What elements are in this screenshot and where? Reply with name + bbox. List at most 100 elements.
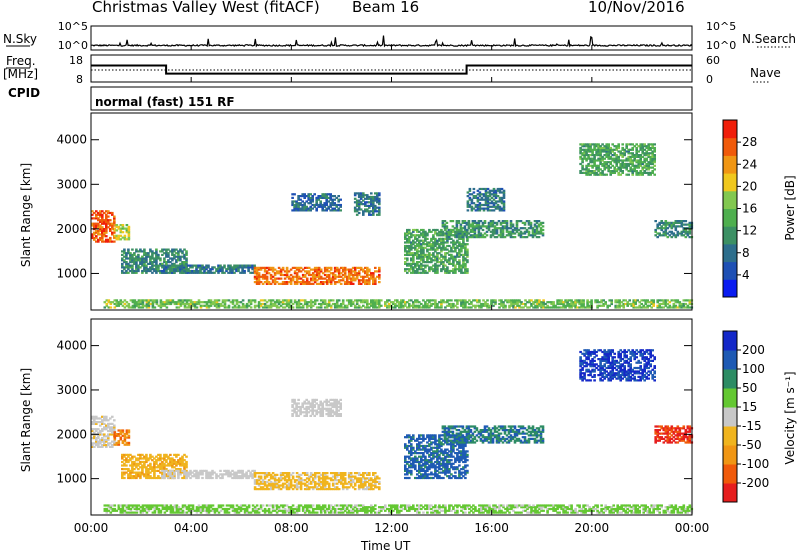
- power-cell: [593, 164, 596, 167]
- power-cell: [678, 302, 682, 306]
- velocity-cell: [364, 479, 367, 482]
- power-cell: [674, 220, 678, 223]
- power-cell: [490, 196, 494, 199]
- power-cell: [540, 302, 543, 306]
- power-cell: [609, 171, 612, 174]
- power-cell: [113, 219, 116, 222]
- power-cell: [167, 302, 171, 306]
- power-cell: [585, 145, 588, 148]
- power-cell: [647, 146, 650, 150]
- power-cell: [353, 206, 357, 209]
- velocity-cell: [229, 475, 232, 478]
- power-cell: [261, 302, 265, 306]
- power-cell: [451, 225, 455, 228]
- power-cell: [638, 306, 641, 309]
- power-cell: [285, 301, 289, 304]
- velocity-cell: [123, 438, 127, 441]
- power-cell: [647, 162, 650, 166]
- power-cell: [137, 264, 140, 267]
- power-cell: [163, 304, 167, 307]
- power-cell: [135, 301, 139, 304]
- power-cell: [225, 306, 229, 309]
- velocity-cell: [271, 477, 275, 480]
- velocity-cell: [185, 462, 188, 465]
- power-cell: [440, 302, 443, 306]
- power-cell: [455, 227, 459, 230]
- power-cell: [492, 304, 495, 307]
- power-cell: [476, 203, 480, 207]
- power-cell: [295, 275, 299, 278]
- velocity-cell: [372, 488, 375, 491]
- power-cell: [601, 157, 604, 160]
- velocity-cell: [163, 455, 166, 458]
- power-cell: [649, 162, 652, 166]
- velocity-cell: [366, 473, 369, 476]
- power-cell: [517, 228, 521, 232]
- power-cell: [503, 220, 507, 223]
- power-cell: [608, 304, 611, 307]
- power-cell: [121, 266, 124, 269]
- power-cell: [281, 301, 285, 304]
- velocity-cell: [167, 471, 170, 474]
- power-cell: [635, 166, 638, 169]
- power-cell: [301, 299, 305, 302]
- power-cell: [502, 207, 506, 210]
- power-cell: [327, 266, 331, 269]
- power-cell: [490, 205, 494, 208]
- power-cell: [458, 228, 461, 232]
- power-cell: [418, 271, 421, 274]
- power-cell: [93, 233, 96, 236]
- power-cell: [281, 282, 285, 285]
- power-cell: [287, 270, 291, 273]
- power-cell: [520, 306, 523, 309]
- velocity-cell: [105, 426, 108, 429]
- power-cell: [500, 200, 504, 203]
- power-cell: [333, 281, 337, 284]
- power-cell: [299, 203, 302, 207]
- velocity-cell: [189, 473, 192, 476]
- power-cell: [643, 157, 646, 160]
- velocity-cell: [253, 480, 257, 484]
- velocity-cell: [295, 407, 298, 410]
- power-cell: [215, 299, 219, 302]
- power-cell: [305, 304, 309, 307]
- velocity-cell: [141, 457, 144, 460]
- power-cell: [649, 157, 652, 160]
- power-cell: [631, 173, 634, 176]
- power-cell: [404, 232, 407, 235]
- power-cell: [372, 213, 375, 216]
- power-cell: [582, 301, 585, 304]
- power-cell: [414, 252, 417, 255]
- velocity-cell: [317, 480, 321, 484]
- velocity-cell: [283, 472, 287, 475]
- velocity-cell: [91, 421, 94, 424]
- power-cell: [410, 241, 413, 244]
- power-cell: [301, 193, 304, 196]
- velocity-cell: [161, 460, 164, 464]
- velocity-cell: [121, 440, 125, 443]
- power-cell: [632, 301, 635, 304]
- power-cell: [647, 148, 650, 151]
- power-cell: [497, 234, 501, 237]
- power-cell: [585, 143, 588, 146]
- power-cell: [374, 204, 377, 207]
- power-cell: [157, 266, 160, 269]
- power-cell: [117, 302, 121, 306]
- velocity-cell: [103, 440, 106, 443]
- power-cell: [386, 304, 389, 307]
- power-cell: [357, 273, 361, 277]
- power-cell: [406, 268, 409, 271]
- power-cell: [209, 304, 213, 307]
- power-cell: [618, 306, 621, 309]
- power-cell: [641, 166, 644, 169]
- power-cell: [366, 299, 369, 302]
- velocity-cell: [111, 422, 114, 425]
- power-cell: [471, 236, 475, 239]
- power-cell: [404, 257, 407, 260]
- power-cell: [530, 299, 533, 302]
- power-cell: [227, 268, 230, 271]
- power-cell: [593, 162, 596, 166]
- power-cell: [613, 161, 616, 164]
- power-cell: [454, 266, 457, 269]
- power-cell: [97, 222, 100, 225]
